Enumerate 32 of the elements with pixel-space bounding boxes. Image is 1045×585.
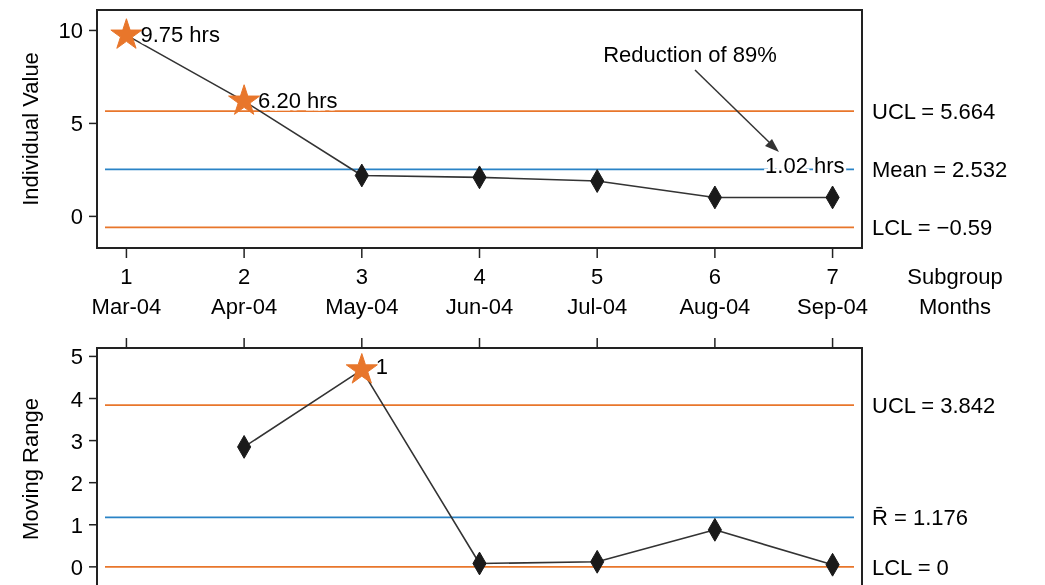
y-tick-label: 3 bbox=[70, 428, 83, 454]
y-tick-label: 0 bbox=[70, 204, 83, 230]
point bbox=[228, 84, 261, 115]
x-tick-label: 3 May-04 bbox=[325, 264, 399, 319]
x-axis-title: Subgroup Months bbox=[907, 264, 1003, 319]
ref-line-label: LCL = 0 bbox=[872, 554, 949, 580]
x-tick-label: 2 Apr-04 bbox=[211, 264, 278, 319]
data-label: 9.75 hrs bbox=[140, 22, 220, 48]
ref-line-label: Mean = 2.532 bbox=[872, 157, 1008, 183]
point bbox=[345, 353, 378, 384]
ref-line-label: UCL = 3.842 bbox=[872, 393, 996, 419]
y-tick-label: 2 bbox=[70, 470, 83, 496]
x-tick-label: 7 Sep-04 bbox=[797, 264, 869, 319]
x-tick-label: 4 Jun-04 bbox=[445, 264, 514, 319]
x-tick-label: 5 Jul-04 bbox=[567, 264, 628, 319]
y-axis-title: Individual Value bbox=[18, 52, 43, 206]
ref-line-label: R̄ = 1.176 bbox=[872, 505, 969, 531]
x-tick-label: 6 Aug-04 bbox=[679, 264, 751, 319]
y-tick-label: 10 bbox=[58, 18, 83, 44]
y-tick-label: 5 bbox=[70, 111, 83, 137]
y-tick-label: 4 bbox=[70, 386, 83, 412]
ref-line-label: UCL = 5.664 bbox=[872, 99, 996, 125]
y-tick-label: 0 bbox=[70, 554, 83, 580]
y-axis-title: Moving Range bbox=[18, 398, 43, 540]
data-label: 6.20 hrs bbox=[258, 88, 338, 114]
annotation: Reduction of 89% bbox=[603, 42, 777, 67]
y-tick-label: 5 bbox=[70, 344, 83, 370]
point bbox=[110, 18, 143, 49]
x-tick-label: 1 Mar-04 bbox=[91, 264, 162, 319]
y-tick-label: 1 bbox=[70, 512, 83, 538]
ref-line-label: LCL = −0.59 bbox=[872, 215, 993, 241]
annotation: 1 bbox=[375, 353, 389, 379]
